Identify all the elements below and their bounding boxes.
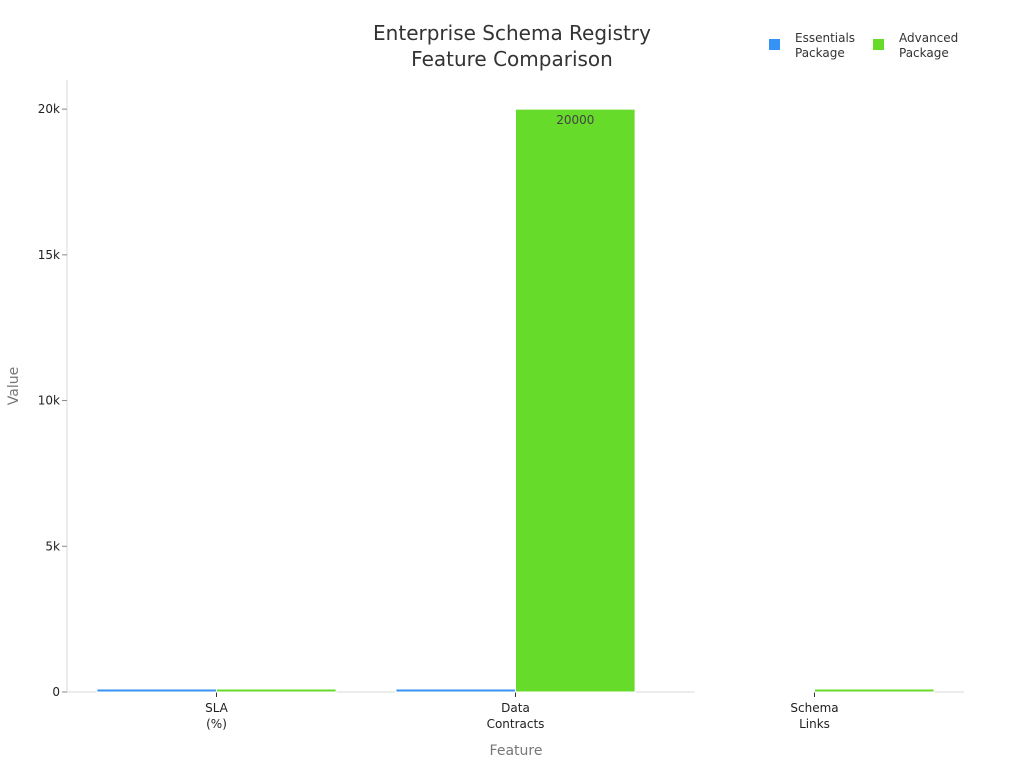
data-labels: 20000: [556, 113, 594, 127]
chart-title-line-2: Feature Comparison: [411, 47, 613, 71]
data-label: 20000: [556, 113, 594, 127]
bar-essentials-2[interactable]: [694, 690, 816, 693]
y-tick-label: 15k: [38, 248, 60, 262]
legend-swatch-essentials: [769, 39, 780, 50]
legend: Essentials Package Advanced Package: [769, 31, 958, 60]
x-tick-label: (%): [206, 717, 227, 731]
axes: 0 5k 10k 15k 20k SLA (%) Data Contracts Schema Li…: [6, 80, 964, 759]
chart-title-line-1: Enterprise Schema Registry: [373, 21, 651, 45]
bar-essentials-1[interactable]: [395, 688, 516, 693]
x-tick-label: Data: [501, 701, 530, 715]
x-tick-label: SLA: [205, 701, 229, 715]
bar-advanced-2[interactable]: [814, 688, 935, 693]
chart-title: Enterprise Schema Registry Feature Compa…: [373, 21, 651, 71]
x-tick-label: Links: [799, 717, 830, 731]
x-tick-label: Contracts: [487, 717, 545, 731]
x-ticks: SLA (%) Data Contracts Schema Links: [205, 692, 839, 731]
y-tick-label: 10k: [38, 394, 60, 408]
legend-label-advanced-line-2: Package: [899, 46, 949, 60]
legend-swatch-advanced: [873, 39, 884, 50]
x-axis-title: Feature: [490, 743, 543, 759]
bars: [96, 108, 935, 693]
y-tick-label: 5k: [45, 539, 60, 553]
y-tick-label: 20k: [38, 102, 60, 116]
bar-essentials-0[interactable]: [96, 688, 217, 693]
y-tick-label: 0: [52, 685, 60, 699]
y-ticks: 0 5k 10k 15k 20k: [38, 102, 67, 699]
bar-advanced-1[interactable]: [515, 108, 636, 693]
legend-label-essentials-line-2: Package: [795, 46, 845, 60]
y-axis-title: Value: [6, 367, 22, 405]
legend-label-advanced-line-1: Advanced: [899, 31, 958, 45]
bar-advanced-0[interactable]: [216, 688, 337, 693]
legend-item-essentials-package[interactable]: Essentials Package: [769, 31, 855, 60]
x-tick-label: Schema: [790, 701, 838, 715]
legend-label-essentials-line-1: Essentials: [795, 31, 855, 45]
legend-item-advanced-package[interactable]: Advanced Package: [873, 31, 958, 60]
